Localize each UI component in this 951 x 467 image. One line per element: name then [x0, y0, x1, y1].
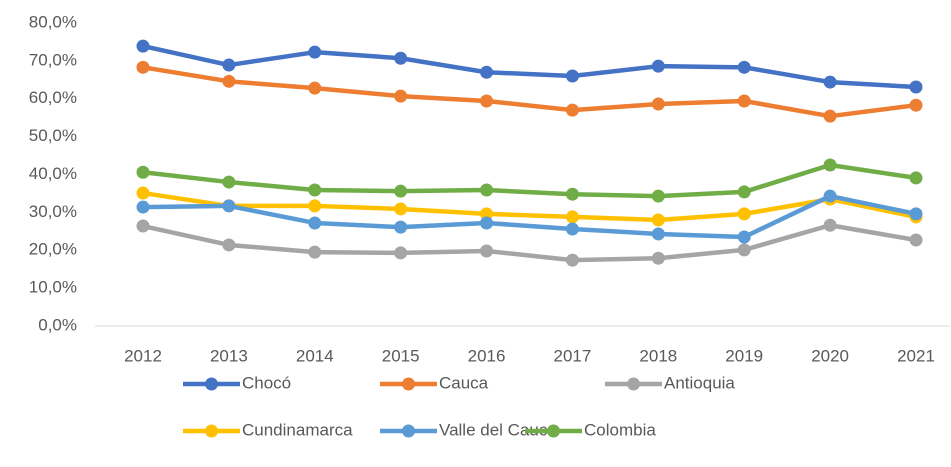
y-tick-label: 80,0% [29, 12, 77, 31]
data-point [480, 94, 494, 108]
data-point [651, 59, 665, 73]
x-tick-label: 2015 [382, 346, 420, 365]
y-tick-label: 70,0% [29, 50, 77, 69]
data-point [136, 165, 150, 179]
legend-marker [547, 424, 560, 438]
data-point [394, 220, 408, 234]
data-point [651, 213, 665, 227]
series-line [142, 43, 917, 90]
data-point [480, 207, 494, 221]
data-point [651, 97, 665, 111]
x-tick-label: 2021 [897, 346, 935, 365]
data-point [308, 216, 322, 230]
x-tick-label: 2020 [811, 346, 849, 365]
data-point [136, 39, 150, 53]
x-tick-label: 2012 [124, 346, 162, 365]
data-point [565, 187, 579, 201]
legend-marker [205, 377, 218, 391]
y-tick-label: 50,0% [29, 126, 77, 145]
y-tick-label: 20,0% [29, 240, 77, 259]
x-tick-label: 2017 [554, 346, 592, 365]
x-tick-label: 2018 [639, 346, 677, 365]
data-point [909, 207, 923, 221]
data-point [823, 75, 837, 89]
data-point [222, 199, 236, 213]
data-point [394, 246, 408, 260]
data-point [737, 94, 751, 108]
data-point [222, 58, 236, 72]
y-tick-label: 0,0% [38, 315, 77, 334]
legend-marker [627, 377, 640, 391]
data-point [823, 158, 837, 172]
data-point [394, 184, 408, 198]
data-point [308, 45, 322, 59]
data-point [737, 243, 751, 257]
y-tick-label: 30,0% [29, 202, 77, 221]
series-line [142, 190, 917, 223]
data-point [394, 51, 408, 65]
data-point [136, 200, 150, 214]
legend-label: Cundinamarca [242, 420, 353, 439]
data-point [480, 244, 494, 258]
data-point [222, 74, 236, 88]
data-point [480, 216, 494, 230]
data-point [222, 238, 236, 252]
data-point [909, 233, 923, 247]
data-point [823, 189, 837, 203]
data-point [565, 210, 579, 224]
data-point [136, 60, 150, 74]
x-tick-label: 2013 [210, 346, 248, 365]
legend-label: Chocó [242, 373, 291, 392]
series-line [142, 193, 917, 240]
data-point [737, 60, 751, 74]
series-line [142, 162, 917, 199]
legend-label: Valle del Cauca [439, 420, 557, 439]
series-line [142, 65, 917, 119]
y-tick-label: 10,0% [29, 278, 77, 297]
x-tick-label: 2019 [725, 346, 763, 365]
data-point [565, 253, 579, 267]
data-point [394, 89, 408, 103]
data-point [480, 65, 494, 79]
data-point [308, 245, 322, 259]
legend-marker [402, 377, 415, 391]
y-tick-label: 60,0% [29, 88, 77, 107]
data-point [909, 80, 923, 94]
data-point [737, 185, 751, 199]
y-tick-label: 40,0% [29, 164, 77, 183]
data-point [480, 183, 494, 197]
data-point [823, 218, 837, 232]
data-point [308, 81, 322, 95]
data-point [308, 183, 322, 197]
x-tick-label: 2016 [468, 346, 506, 365]
data-point [823, 109, 837, 123]
data-point [909, 171, 923, 185]
legend-marker [205, 424, 218, 438]
data-point [737, 230, 751, 244]
data-point [394, 202, 408, 216]
data-point [651, 227, 665, 241]
legend-label: Cauca [439, 373, 489, 392]
series-line [142, 223, 917, 263]
data-point [565, 69, 579, 83]
legend-label: Antioquia [664, 373, 735, 392]
data-point [909, 98, 923, 112]
data-point [565, 222, 579, 236]
data-point [222, 175, 236, 189]
data-point [308, 199, 322, 213]
data-point [136, 219, 150, 233]
x-tick-label: 2014 [296, 346, 334, 365]
data-point [565, 103, 579, 117]
data-point [651, 251, 665, 265]
legend-marker [402, 424, 415, 438]
data-point [136, 186, 150, 200]
data-point [737, 207, 751, 221]
legend-label: Colombia [584, 420, 656, 439]
data-point [651, 189, 665, 203]
